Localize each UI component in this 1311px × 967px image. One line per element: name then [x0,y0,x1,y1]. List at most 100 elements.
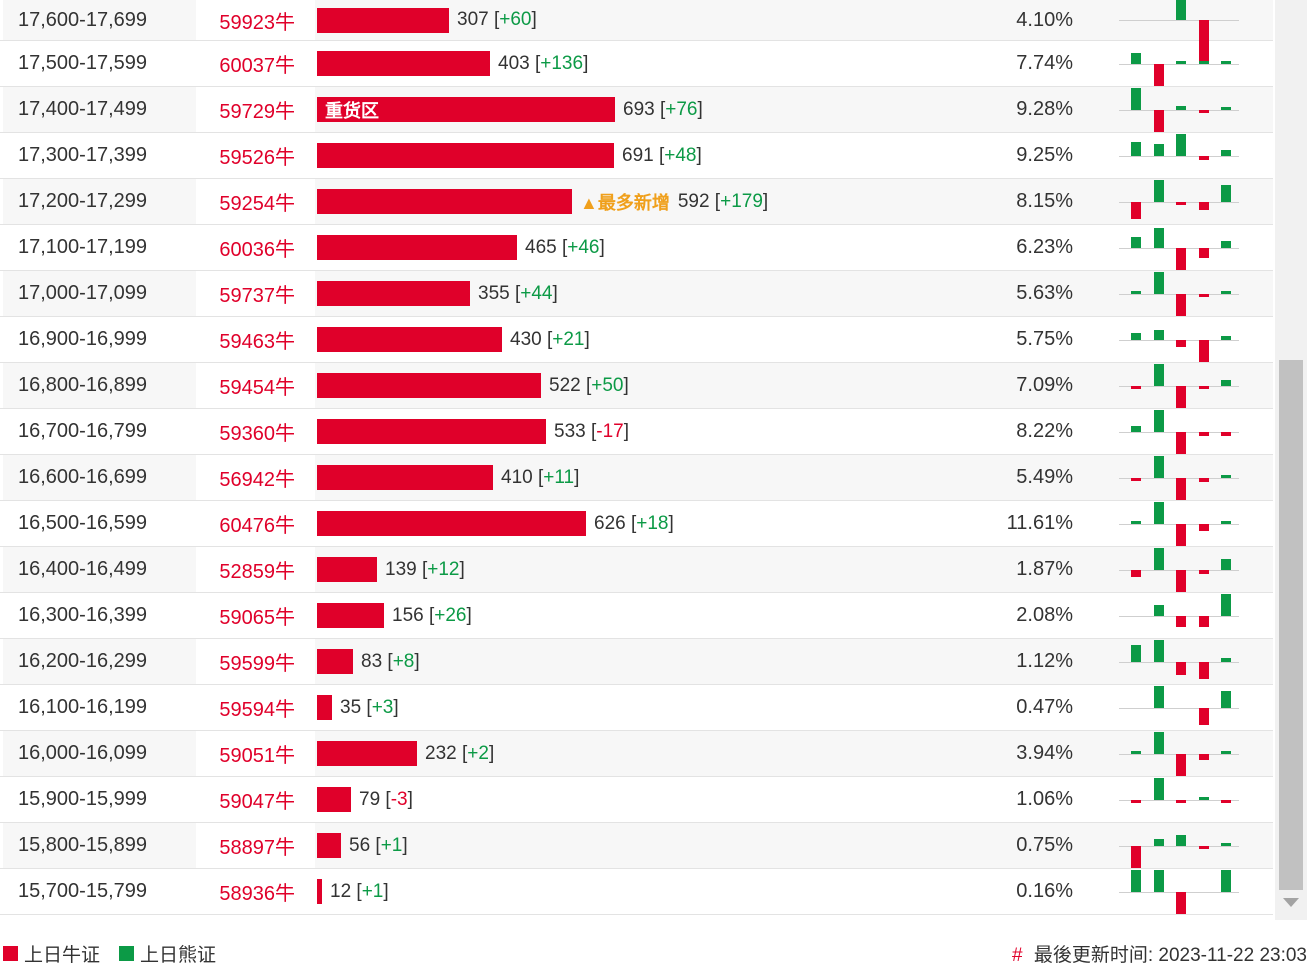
outstanding-bar [317,419,546,444]
mini-bar-chart [1119,0,1239,64]
outstanding-bar [317,235,517,260]
table-row[interactable]: 16,800-16,899 59454牛 522 [+50] 7.09% [0,363,1273,409]
mini-bar [1176,800,1186,803]
table-row[interactable]: 17,400-17,499 59729牛 重货区 693 [+76] 9.28% [0,87,1273,133]
last-updated: # 最後更新时间: 2023-11-22 23:03 [1012,940,1307,967]
mini-bar [1154,110,1164,132]
table-row[interactable]: 15,700-15,799 58936牛 12 [+1] 0.16% [0,869,1273,915]
bracket-close: ] [407,788,413,810]
mini-bar-chart [1119,133,1239,178]
outstanding-bar [317,327,502,352]
table-row[interactable]: 16,100-16,199 59594牛 35 [+3] 0.47% [0,685,1273,731]
heavy-zone-label: 重货区 [325,100,379,121]
mini-bar [1154,180,1164,202]
bull-call-level: 59254牛 [196,179,315,224]
mini-bar-chart [1119,685,1239,730]
mini-chart-baseline [1119,708,1239,709]
strike-range: 16,600-16,699 [18,466,148,488]
bull-call-level: 59737牛 [196,271,315,316]
table-row[interactable]: 16,200-16,299 59599牛 83 [+8] 1.12% [0,639,1273,685]
outstanding-bar [317,833,341,858]
bull-call-level: 59051牛 [196,731,315,776]
daily-change: +44 [520,282,553,304]
table-row[interactable]: 16,900-16,999 59463牛 430 [+21] 5.75% [0,317,1273,363]
table-row[interactable]: 17,200-17,299 59254牛 ▲最多新增 592 [+179] 8.15% [0,179,1273,225]
daily-change: +2 [467,742,489,764]
count-and-change: 693 [+76] [623,87,703,132]
mini-bar [1221,521,1231,524]
mini-bar [1176,340,1186,347]
most-added-tag: ▲最多新增 [580,192,670,213]
share-percent: 7.74% [1016,52,1073,74]
mini-bar [1154,364,1164,386]
mini-bar-chart [1119,547,1239,592]
mini-bar [1154,410,1164,432]
table-row[interactable]: 16,700-16,799 59360牛 533 [-17] 8.22% [0,409,1273,455]
table-row[interactable]: 17,600-17,699 59923牛 307 [+60] 4.10% [0,0,1273,64]
outstanding-count: 693 [ [623,98,666,120]
mini-bar [1131,800,1141,803]
mini-bar [1199,797,1209,800]
table-row[interactable]: 17,300-17,399 59526牛 691 [+48] 9.25% [0,133,1273,179]
share-percent: 11.61% [1006,512,1073,534]
count-and-change: 156 [+26] [392,593,472,638]
mini-bar [1131,478,1141,481]
mini-bar [1131,142,1141,156]
count-and-change: 79 [-3] [359,777,413,822]
daily-change: +11 [543,466,575,488]
strike-range: 16,400-16,499 [18,558,148,580]
mini-bar [1221,691,1231,708]
mini-bar [1176,202,1186,205]
table-row[interactable]: 16,300-16,399 59065牛 156 [+26] 2.08% [0,593,1273,639]
outstanding-count: 410 [ [501,466,544,488]
table-row[interactable]: 16,000-16,099 59051牛 232 [+2] 3.94% [0,731,1273,777]
count-and-change: 83 [+8] [361,639,420,684]
outstanding-count: 35 [ [340,696,372,718]
table-row[interactable]: 17,000-17,099 59737牛 355 [+44] 5.63% [0,271,1273,317]
mini-bar [1154,686,1164,708]
mini-bar-chart [1119,501,1239,546]
scroll-down-arrow-icon[interactable] [1283,898,1299,907]
share-percent: 5.49% [1016,466,1073,488]
outstanding-bar [317,373,541,398]
outstanding-bar [317,143,614,168]
scrollbar-thumb[interactable] [1279,360,1303,890]
mini-bar [1221,751,1231,754]
mini-bar [1131,386,1141,389]
table-row[interactable]: 17,500-17,599 60037牛 403 [+136] 7.74% [0,41,1273,87]
outstanding-count: 465 [ [525,236,568,258]
strike-range: 16,800-16,899 [18,374,148,396]
mini-bar [1154,144,1164,156]
bracket-close: ] [414,650,420,672]
bracket-close: ] [762,190,769,212]
share-percent: 1.87% [1016,558,1073,580]
table-row[interactable]: 16,500-16,599 60476牛 626 [+18] 11.61% [0,501,1273,547]
bull-call-level: 59526牛 [219,147,295,169]
strike-range: 16,900-16,999 [18,328,148,350]
bull-call-level: 59594牛 [219,699,295,721]
vertical-scrollbar[interactable] [1275,0,1307,920]
table-row[interactable]: 15,900-15,999 59047牛 79 [-3] 1.06% [0,777,1273,823]
mini-bar-chart [1119,869,1239,914]
bracket-close: ] [583,52,589,74]
bracket-close: ] [552,282,558,304]
daily-change: +76 [665,98,698,120]
count-and-change: 403 [+136] [498,41,588,86]
table-row[interactable]: 17,100-17,199 60036牛 465 [+46] 6.23% [0,225,1273,271]
mini-bar [1221,432,1231,436]
outstanding-count: 403 [ [498,52,541,74]
mini-bar [1131,426,1141,432]
strike-range: 16,000-16,099 [18,742,148,764]
legend-bull: 上日牛证 [3,940,100,967]
mini-bar [1221,475,1231,478]
table-row[interactable]: 16,400-16,499 52859牛 139 [+12] 1.87% [0,547,1273,593]
mini-bar [1221,291,1231,294]
outstanding-count: 355 [ [478,282,521,304]
bracket-close: ] [668,512,674,534]
mini-bar [1176,106,1186,110]
table-row[interactable]: 15,800-15,899 58897牛 56 [+1] 0.75% [0,823,1273,869]
table-row[interactable]: 16,600-16,699 56942牛 410 [+11] 5.49% [0,455,1273,501]
mini-bar [1131,291,1141,294]
share-percent: 1.12% [1016,650,1073,672]
daily-change: +26 [434,604,467,626]
